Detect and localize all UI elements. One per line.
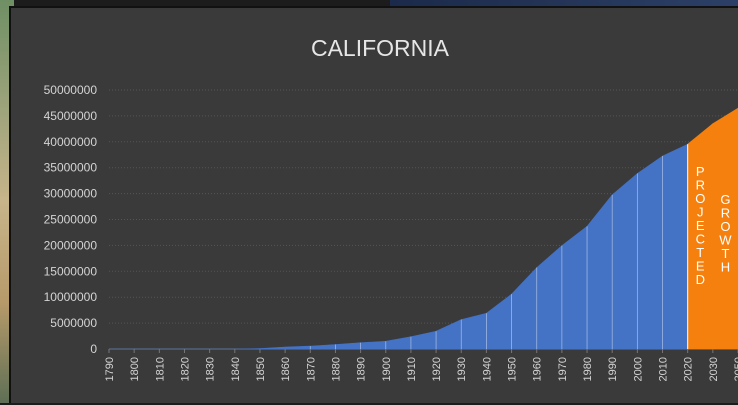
- x-tick-label: 1850: [255, 357, 267, 381]
- historical-area-segment: [335, 343, 360, 349]
- x-tick-label: 1950: [507, 357, 519, 381]
- x-tick-label: 1800: [129, 357, 141, 381]
- x-tick-label: 1920: [431, 357, 443, 381]
- historical-area-segment: [587, 195, 612, 349]
- y-tick-label: 50000000: [44, 83, 98, 97]
- y-tick-label: 5000000: [50, 316, 97, 330]
- x-tick-label: 1790: [104, 357, 116, 381]
- x-tick-label: 1900: [381, 357, 393, 381]
- x-tick-label: 2050: [733, 357, 738, 381]
- x-tick-label: 1960: [532, 357, 544, 381]
- x-tick-label: 1940: [481, 357, 493, 381]
- x-tick-label: 1890: [356, 357, 368, 381]
- x-tick-label: 1860: [280, 357, 292, 381]
- x-tick-label: 1930: [456, 357, 468, 381]
- x-axis-ticks: 1790 1800 1810 1820 1830 1840 1850 1860 1870 1880…: [104, 349, 738, 381]
- y-axis-ticks: 0 5000000 10000000 15000000 20000000 25000000…: [44, 83, 98, 356]
- x-tick-label: 1840: [230, 357, 242, 381]
- historical-area-segment: [637, 156, 662, 349]
- historical-area-segment: [562, 226, 587, 349]
- x-tick-label: 1830: [205, 357, 217, 381]
- area-series: [109, 108, 738, 349]
- population-area-chart: CALIFORNIA 05000000100000001500000020000…: [11, 8, 738, 405]
- historical-area-segment: [436, 320, 461, 349]
- x-tick-label: 2010: [658, 357, 670, 381]
- x-tick-label: 1990: [607, 357, 619, 381]
- y-tick-label: 35000000: [44, 161, 98, 175]
- y-tick-label: 15000000: [44, 264, 98, 278]
- historical-area-segment: [260, 347, 285, 349]
- historical-area-segment: [537, 246, 562, 349]
- x-tick-label: 1980: [582, 357, 594, 381]
- y-tick-label: 40000000: [44, 135, 98, 149]
- y-tick-label: 30000000: [44, 187, 98, 201]
- x-tick-label: 2020: [683, 357, 695, 381]
- x-tick-label: 2030: [708, 357, 720, 381]
- x-tick-label: 1970: [557, 357, 569, 381]
- historical-area-segment: [411, 331, 436, 349]
- historical-area-segment: [310, 345, 335, 349]
- x-tick-label: 1820: [179, 357, 191, 381]
- chart-title: CALIFORNIA: [311, 35, 450, 61]
- historical-area-segment: [663, 144, 688, 349]
- y-tick-label: 20000000: [44, 238, 98, 252]
- historical-area-segment: [612, 174, 637, 349]
- historical-area-segment: [461, 313, 486, 349]
- x-tick-label: 2000: [632, 357, 644, 381]
- y-tick-label: 0: [90, 342, 97, 356]
- x-tick-label: 1870: [305, 357, 317, 381]
- y-tick-label: 10000000: [44, 290, 98, 304]
- historical-area-segment: [486, 294, 511, 349]
- x-tick-label: 1880: [330, 357, 342, 381]
- historical-area-segment: [512, 268, 537, 349]
- historical-area-segment: [386, 337, 411, 349]
- x-tick-label: 1810: [154, 357, 166, 381]
- historical-area-segment: [285, 346, 310, 349]
- historical-area-segment: [361, 341, 386, 349]
- x-tick-label: 1910: [406, 357, 418, 381]
- y-tick-label: 25000000: [44, 213, 98, 227]
- y-tick-label: 45000000: [44, 109, 98, 123]
